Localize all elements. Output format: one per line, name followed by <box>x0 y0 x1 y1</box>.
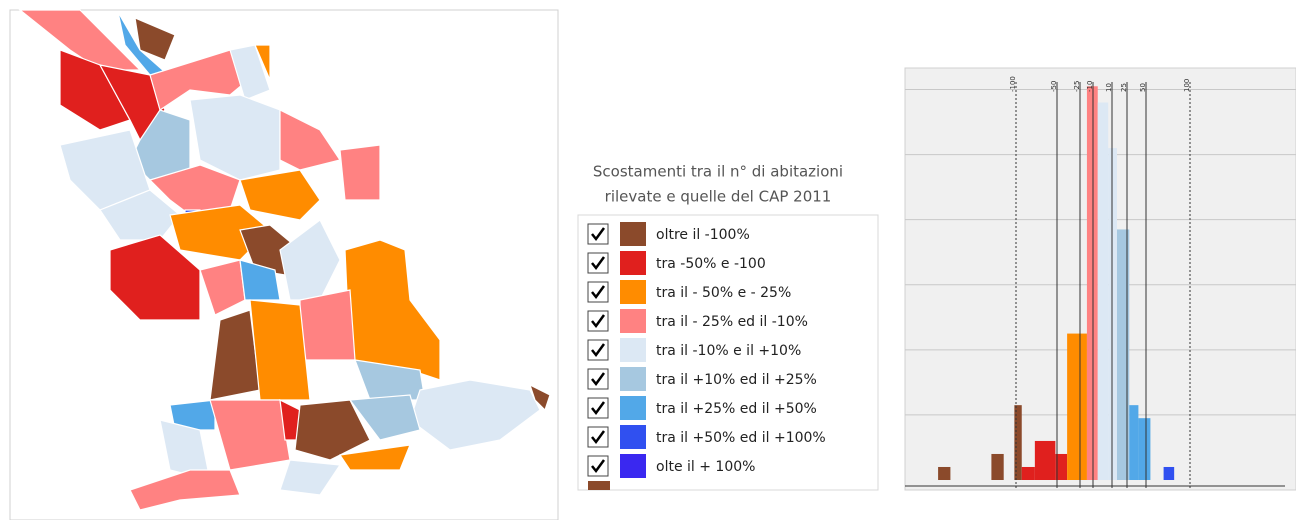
checkbox[interactable] <box>587 281 609 303</box>
legend-label: tra -50% e -100 <box>656 256 766 272</box>
legend-label: oltre il -100% <box>656 227 750 243</box>
bar <box>991 453 1004 480</box>
bar <box>1163 466 1175 480</box>
checkmark <box>591 285 606 300</box>
checkbox[interactable] <box>587 455 609 477</box>
bar <box>1097 102 1109 481</box>
x-tick-label: 50 <box>1139 83 1147 92</box>
bar <box>1034 440 1056 480</box>
legend-swatch <box>620 309 646 333</box>
bar <box>1129 405 1139 480</box>
legend-label: tra il - 25% ed il -10% <box>656 314 808 330</box>
x-tick-label: -10 <box>1086 81 1094 92</box>
checkmark <box>591 343 606 358</box>
legend-label: tra il -10% e il +10% <box>656 343 801 359</box>
legend-swatch <box>620 222 646 246</box>
checkbox[interactable] <box>587 310 609 332</box>
checkmark <box>591 227 606 242</box>
checkbox[interactable] <box>587 223 609 245</box>
checkmark <box>591 256 606 271</box>
legend-label: tra il +25% ed il +50% <box>656 401 817 417</box>
legend-title: Scostamenti tra il n° di abitazioni <box>593 163 843 181</box>
bar <box>1067 333 1087 480</box>
legend-label: tra il +50% ed il +100% <box>656 430 826 446</box>
bar <box>1117 229 1130 480</box>
checkmark <box>591 314 606 329</box>
x-tick-label: 25 <box>1120 83 1128 92</box>
x-tick-label: -25 <box>1073 81 1081 92</box>
bar <box>1021 466 1035 480</box>
checkbox[interactable] <box>587 252 609 274</box>
bar <box>938 466 951 480</box>
checkmark <box>591 401 606 416</box>
checkmark <box>591 430 606 445</box>
legend-swatch <box>620 425 646 449</box>
map <box>18 9 551 511</box>
bar <box>1086 86 1098 481</box>
bar <box>1014 405 1022 480</box>
legend-items: oltre il -100% tra -50% e -100 tra il - 50… <box>587 222 826 478</box>
legend-swatch <box>620 396 646 420</box>
legend-swatch <box>620 367 646 391</box>
legend-swatch <box>620 338 646 362</box>
checkmark <box>591 459 606 474</box>
legend-label: tra il - 50% e - 25% <box>656 285 791 301</box>
bar <box>1138 418 1151 480</box>
legend-swatch-cut <box>588 481 610 490</box>
legend-swatch <box>620 251 646 275</box>
x-tick-label: 100 <box>1183 79 1191 92</box>
bar <box>1108 148 1117 480</box>
legend-label: tra il +10% ed il +25% <box>656 372 817 388</box>
checkmark <box>591 372 606 387</box>
histogram: -100 -50 -25 -10 10 25 50 100 <box>905 76 1296 488</box>
checkbox[interactable] <box>587 339 609 361</box>
legend-title: rilevate e quelle del CAP 2011 <box>605 188 832 206</box>
legend-swatch <box>620 454 646 478</box>
x-tick-label: -100 <box>1009 76 1017 92</box>
x-tick-label: -50 <box>1050 81 1058 92</box>
legend-label: olte il + 100% <box>656 459 755 475</box>
checkbox[interactable] <box>587 397 609 419</box>
bar <box>1055 453 1068 480</box>
x-tick-label: 10 <box>1105 83 1113 92</box>
checkbox[interactable] <box>587 368 609 390</box>
legend-swatch <box>620 280 646 304</box>
checkbox[interactable] <box>587 426 609 448</box>
